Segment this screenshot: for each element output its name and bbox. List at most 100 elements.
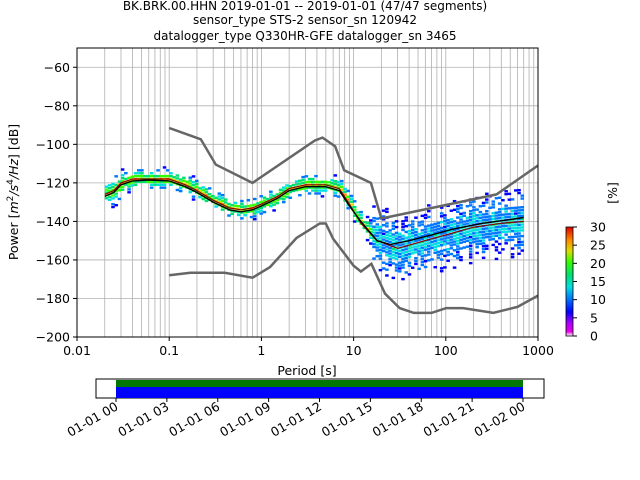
density-cell [240, 202, 244, 206]
density-cell [436, 253, 441, 256]
density-cell [191, 183, 196, 187]
density-cell [288, 185, 292, 188]
density-cell [130, 181, 135, 184]
density-cell [320, 180, 325, 184]
density-cell [394, 257, 399, 261]
density-cell [510, 227, 515, 230]
density-cell [369, 222, 373, 225]
density-cell [124, 183, 128, 186]
density-cell [433, 248, 438, 252]
density-cell [385, 268, 389, 271]
density-cell [282, 198, 286, 201]
density-cell [240, 217, 244, 220]
density-cell [497, 211, 502, 214]
density-cell [485, 215, 489, 219]
density-cell [478, 239, 483, 243]
density-cell [117, 180, 122, 183]
density-cell [265, 200, 270, 204]
density-cell [111, 202, 115, 206]
density-cell [378, 257, 383, 260]
density-cell [510, 255, 515, 259]
density-cell [407, 235, 412, 239]
density-cell [249, 204, 254, 207]
density-cell [459, 218, 463, 221]
density-cell [410, 228, 415, 232]
density-cell [401, 266, 405, 269]
density-cell [169, 174, 173, 178]
density-cell [452, 208, 457, 212]
density-cell [488, 215, 492, 218]
density-cell [456, 256, 460, 260]
density-cell [385, 225, 389, 228]
density-cell [127, 185, 131, 188]
density-cell [220, 193, 225, 197]
density-cell [385, 230, 389, 234]
density-cell [430, 229, 434, 232]
density-cell [517, 209, 521, 212]
density-cell [475, 217, 479, 220]
density-cell [198, 187, 202, 190]
density-cell [472, 240, 476, 244]
density-cell [407, 238, 412, 241]
density-cell [107, 184, 112, 187]
density-cell [420, 234, 425, 238]
density-cell [207, 195, 212, 199]
density-cell [468, 212, 473, 216]
density-cell [191, 195, 196, 198]
density-cell [288, 187, 292, 191]
density-cell [381, 223, 386, 227]
density-cell [420, 243, 425, 246]
density-cell [140, 174, 144, 178]
density-cell [407, 224, 412, 227]
density-cell [478, 236, 483, 240]
density-cell [381, 229, 386, 233]
density-cell [414, 251, 418, 254]
density-cell [475, 240, 479, 243]
y-axis-ticks: −60 −80 −100 −120 −140 −160 −180 −200 [36, 60, 77, 345]
density-cell [427, 233, 431, 236]
density-cell [253, 197, 257, 201]
density-cell [394, 237, 399, 240]
density-cell [517, 232, 521, 235]
density-cell [401, 277, 405, 281]
density-cell [146, 180, 151, 184]
density-cell [298, 193, 302, 197]
density-cell [394, 266, 399, 269]
density-cell [259, 203, 263, 207]
density-cell [443, 225, 447, 229]
density-cell [201, 197, 205, 201]
density-cell [114, 175, 118, 178]
density-cell [430, 246, 434, 250]
density-cell [204, 193, 209, 197]
density-cell [249, 215, 254, 219]
density-cell [465, 219, 470, 222]
density-cell [388, 252, 392, 255]
density-cell [494, 197, 499, 200]
density-cell [398, 232, 402, 235]
density-cell [446, 247, 450, 251]
title-line-3: datalogger_type Q330HR-GFE datalogger_sn… [154, 29, 457, 43]
density-cell [307, 186, 312, 189]
density-cell [385, 207, 389, 211]
density-cell [130, 175, 135, 178]
y-tick-label: −100 [36, 137, 70, 152]
density-cell [514, 212, 518, 215]
density-cell [159, 180, 164, 184]
density-cell [336, 180, 341, 184]
density-cell [439, 215, 444, 218]
density-cell [104, 185, 109, 188]
density-cell [443, 266, 447, 269]
density-cell [272, 203, 276, 206]
density-cell [369, 225, 373, 228]
y-tick-label: −60 [44, 60, 70, 75]
density-cell [159, 186, 164, 189]
density-cell [449, 209, 454, 212]
density-cell [136, 174, 141, 178]
density-cell [401, 228, 405, 232]
density-cell [178, 178, 183, 181]
density-cell [452, 228, 457, 232]
density-cell [452, 254, 457, 258]
density-cell [491, 214, 496, 218]
density-cell [481, 256, 486, 260]
density-cell [481, 247, 486, 251]
